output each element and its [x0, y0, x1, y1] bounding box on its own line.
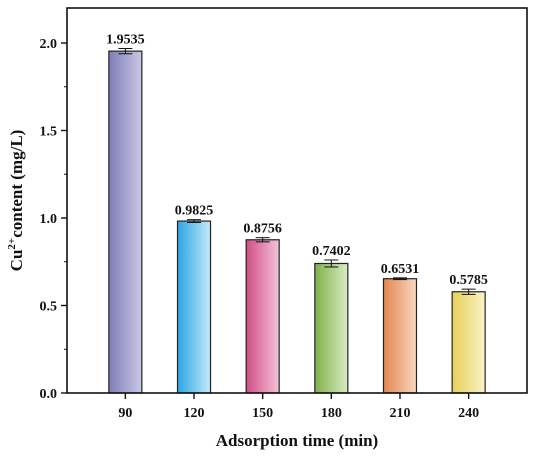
error-bars-layer [118, 48, 476, 295]
bars-layer [108, 50, 486, 394]
error-bar-150 [255, 237, 270, 243]
value-label-120: 0.9825 [175, 204, 214, 219]
y-tick-label-1.0: 1.0 [40, 212, 58, 227]
bar-240 [451, 291, 486, 394]
y-axis-title: Cu2+content (mg/L) [6, 130, 26, 272]
y-tick-label-1.5: 1.5 [40, 125, 58, 140]
error-bar-180 [324, 259, 339, 268]
x-axis: 90 120 150 180 210 240 [118, 393, 479, 421]
y-tick-label-0.0: 0.0 [40, 387, 58, 402]
value-label-150: 0.8756 [243, 222, 282, 237]
x-tick-label-180: 180 [321, 406, 342, 421]
plot-frame [66, 7, 528, 394]
y-axis-title-suffix: content (mg/L) [7, 130, 26, 238]
bar-210 [382, 278, 418, 394]
bar-90 [108, 50, 143, 394]
bar-120 [176, 220, 212, 394]
error-bar-240 [461, 288, 476, 295]
value-label-90: 1.9535 [106, 33, 145, 48]
y-tick-label-0.5: 0.5 [40, 300, 58, 315]
y-axis: 0.0 0.5 1.0 1.5 2.0 [40, 37, 67, 402]
value-label-180: 0.7402 [312, 244, 351, 259]
value-labels-layer: 1.9535 0.9825 0.8756 0.7402 0.6531 0.5785 [106, 33, 488, 289]
bar-180 [314, 262, 349, 394]
y-axis-title-prefix: Cu [7, 250, 26, 272]
x-tick-label-240: 240 [458, 406, 479, 421]
error-bar-120 [187, 219, 202, 223]
value-label-210: 0.6531 [381, 262, 420, 277]
x-tick-label-120: 120 [184, 406, 205, 421]
x-tick-label-150: 150 [252, 406, 273, 421]
bar-150 [245, 239, 280, 394]
y-axis-title-superscript: 2+ [6, 238, 18, 250]
y-tick-label-2.0: 2.0 [40, 37, 58, 52]
x-tick-label-210: 210 [389, 406, 410, 421]
x-axis-title: Adsorption time (min) [216, 431, 378, 450]
error-bar-210 [392, 277, 407, 281]
value-label-240: 0.5785 [449, 273, 488, 288]
error-bar-90 [118, 48, 133, 55]
x-tick-label-90: 90 [118, 406, 132, 421]
